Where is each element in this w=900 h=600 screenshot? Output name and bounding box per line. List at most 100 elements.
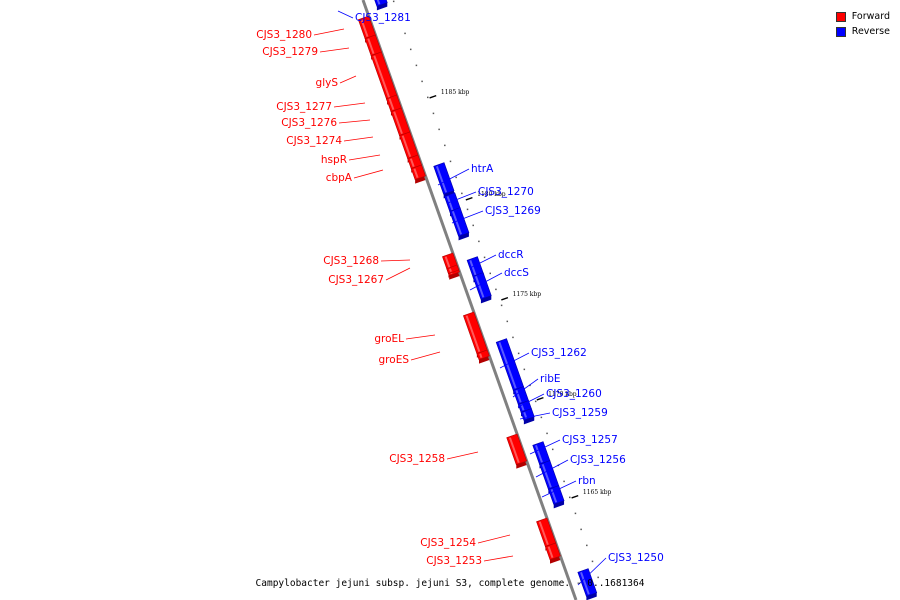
ruler-tick-label: 1180 kbp	[477, 191, 506, 198]
reverse-swatch	[835, 26, 846, 37]
gene-shine-hspr	[409, 158, 415, 168]
gene-shine-glys	[373, 55, 391, 100]
gene-face-cjs3-1258	[516, 461, 527, 469]
minor-tick	[449, 160, 452, 163]
gene-lower-faces	[365, 2, 597, 600]
gene-connector-cjs3-1270	[447, 191, 477, 204]
minor-tick	[421, 80, 423, 83]
gene-face-cjs3-1259	[523, 416, 535, 425]
minor-tick	[409, 48, 412, 51]
gene-block-cjs3-1253[interactable]	[545, 542, 561, 561]
minor-tick	[432, 112, 435, 115]
minor-tick	[461, 192, 463, 195]
gene-shine-dccs	[475, 275, 485, 298]
gene-label-dccs: dccS	[504, 267, 529, 279]
gene-connector-dccs	[469, 272, 503, 291]
ruler-tick	[571, 494, 579, 499]
gene-blocks	[357, 0, 598, 597]
gene-shine-cbpa	[413, 168, 419, 179]
gene-label-cjs3-1257: CJS3_1257	[562, 434, 618, 446]
ruler-tick-label: 1170 kbp	[548, 391, 577, 398]
gene-label-glys: glyS	[316, 77, 339, 89]
gene-shine-cjs3-1267	[448, 268, 452, 273]
minor-tick	[472, 224, 474, 227]
minor-tick	[512, 336, 514, 339]
gene-shine-cjs3-1280	[360, 19, 369, 38]
gene-connector-cjs3-1260	[517, 393, 545, 408]
gene-label-groel: groEL	[374, 333, 404, 345]
gene-shine-cjs3-1270	[446, 195, 454, 211]
gene-connector-cjs3-1259	[519, 412, 551, 420]
gene-connector-cjs3-1256	[535, 459, 569, 478]
gene-shine-dccr	[469, 259, 477, 277]
gene-block-rbn[interactable]	[547, 485, 565, 505]
gene-label-cjs3-1254: CJS3_1254	[420, 537, 476, 549]
gene-block-cjs3-1269[interactable]	[449, 207, 470, 237]
minor-tick	[540, 416, 543, 419]
minor-tick	[574, 512, 577, 515]
gene-label-cjs3-1250: CJS3_1250	[608, 552, 664, 564]
gene-connector-cjs3-1280	[313, 28, 345, 36]
gene-connector-cjs3-1257	[529, 439, 561, 455]
gene-block-dccs[interactable]	[472, 272, 492, 300]
gene-face-rbn	[553, 500, 565, 509]
minor-tick	[444, 144, 446, 147]
gene-label-cjs3-1269: CJS3_1269	[485, 205, 541, 217]
minor-tick	[489, 272, 491, 275]
gene-label-cjs3-1276: CJS3_1276	[281, 117, 337, 129]
gene-connector-cjs3-1269	[451, 210, 484, 224]
gene-shine-groes	[479, 353, 483, 359]
gene-connector-ribe	[512, 378, 539, 398]
minor-tick	[415, 64, 418, 67]
genome-caption: Campylobacter jejuni subsp. jejuni S3, c…	[255, 578, 645, 589]
gene-connector-cbpa	[353, 169, 384, 179]
gene-face-cbpa	[415, 176, 426, 184]
minor-tick	[534, 400, 537, 403]
gene-block-cjs3-1267[interactable]	[446, 264, 460, 275]
gene-label-cjs3-1277: CJS3_1277	[276, 101, 332, 113]
gene-shine-cjs3-1262	[498, 341, 517, 389]
gene-label-cjs3-1267: CJS3_1267	[328, 274, 384, 286]
gene-connector-groes	[410, 351, 441, 361]
gene-shine-cjs3-1276	[393, 111, 403, 135]
forward-swatch	[835, 11, 846, 22]
gene-label-rbn: rbn	[578, 475, 596, 487]
gene-block-cjs3-1259[interactable]	[520, 408, 535, 421]
minor-tick	[529, 384, 531, 387]
gene-label-cjs3-1256: CJS3_1256	[570, 454, 626, 466]
gene-connector-cjs3-1262	[499, 352, 530, 369]
gene-connector-cjs3-1276	[338, 119, 371, 124]
minor-tick	[466, 208, 469, 211]
gene-labels: CJS3_1281 CJS3_1280 CJS3_1279 glyS CJS3_1277…	[256, 10, 664, 586]
gene-shine-cjs3-1259	[523, 411, 528, 419]
minor-tick-marks	[392, 0, 599, 579]
gene-block-cjs3-1281[interactable]	[372, 0, 388, 7]
gene-block-cjs3-1258[interactable]	[506, 433, 528, 466]
minor-tick	[495, 288, 497, 291]
gene-block-htra[interactable]	[433, 162, 455, 195]
gene-connector-htra	[437, 168, 470, 186]
gene-connector-cjs3-1250	[577, 557, 607, 586]
gene-shine-htra	[435, 165, 448, 193]
gene-block-cjs3-1250[interactable]	[577, 568, 598, 597]
gene-connector-cjs3-1254	[477, 534, 511, 544]
minor-tick	[404, 32, 406, 35]
gene-connector-cjs3-1274	[343, 136, 374, 142]
legend-forward: Forward	[835, 9, 890, 24]
gene-connector-groel	[405, 334, 436, 340]
gene-block-groes[interactable]	[476, 349, 490, 361]
gene-shine-cjs3-1277	[388, 98, 395, 111]
gene-connector-cjs3-1279	[319, 47, 350, 53]
gene-connector-rbn	[541, 480, 577, 498]
gene-block-cbpa[interactable]	[410, 164, 426, 181]
minor-tick	[569, 496, 571, 499]
ruler-tick	[536, 396, 544, 401]
ruler-tick	[429, 94, 437, 99]
gene-connector-cjs3-1253	[483, 555, 514, 562]
gene-connector-cjs3-1267	[385, 267, 411, 281]
legend-reverse-label: Reverse	[851, 26, 890, 37]
ruler-tick-label: 1185 kbp	[441, 89, 470, 96]
gene-shine-rbn	[550, 488, 558, 503]
gene-connector-hspr	[348, 154, 381, 161]
minor-tick	[517, 352, 520, 355]
